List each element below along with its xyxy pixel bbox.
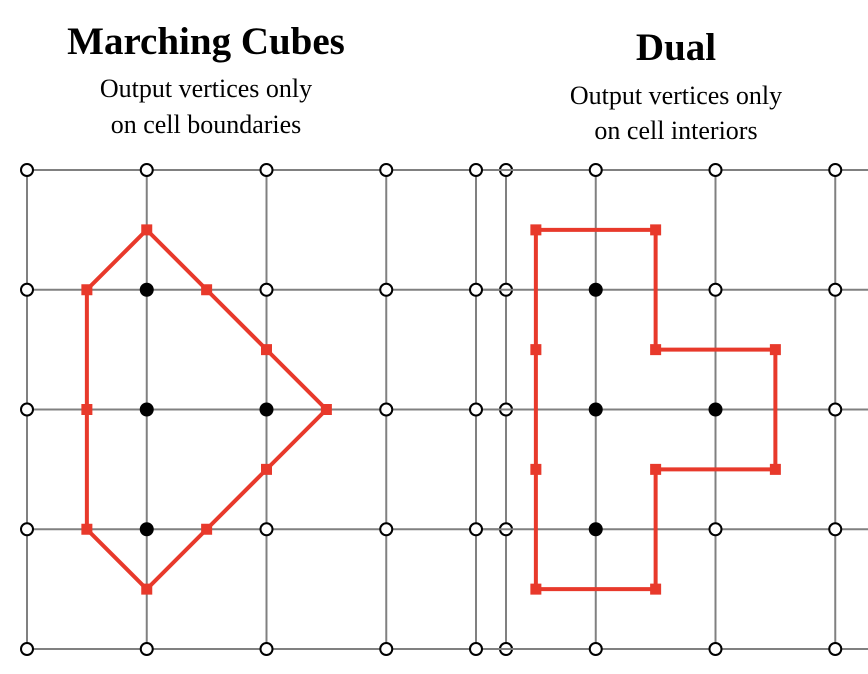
outside-point: [379, 163, 394, 177]
outside-point: [469, 642, 483, 656]
output-vertex: [81, 284, 93, 296]
inside-point: [588, 282, 603, 297]
outside-point: [828, 522, 843, 537]
marching-cubes-subtitle-line1: Output vertices only: [99, 74, 313, 103]
outside-point: [828, 402, 843, 417]
outside-point: [139, 642, 154, 656]
outside-point: [20, 402, 34, 417]
outside-point: [20, 522, 34, 537]
outside-point: [20, 163, 34, 177]
output-vertex: [530, 463, 542, 475]
outside-point: [708, 163, 723, 177]
outside-point: [379, 642, 394, 656]
outside-point: [588, 163, 603, 177]
output-vertex: [530, 583, 542, 595]
inside-point: [588, 522, 603, 537]
outside-point: [379, 282, 394, 297]
outside-point: [259, 642, 274, 656]
inside-point: [259, 402, 274, 417]
output-vertex: [530, 344, 542, 356]
outside-point: [469, 282, 483, 297]
outside-point: [259, 282, 274, 297]
grid-points: [469, 163, 843, 656]
inside-point: [139, 522, 154, 537]
inside-point: [139, 402, 154, 417]
output-vertex: [320, 404, 332, 415]
output-vertex: [81, 404, 93, 415]
output-vertex: [650, 463, 662, 475]
output-vertex: [650, 583, 662, 595]
outside-point: [828, 642, 843, 656]
output-vertex: [141, 224, 153, 236]
outside-point: [588, 642, 603, 656]
output-vertices: [530, 224, 781, 595]
output-vertex: [530, 224, 542, 236]
inside-point: [708, 402, 723, 417]
dual-diagram: [469, 163, 868, 656]
outside-point: [708, 282, 723, 297]
output-vertex: [261, 463, 272, 475]
output-vertex: [261, 344, 272, 356]
outside-point: [259, 163, 274, 177]
outside-point: [708, 522, 723, 537]
output-vertex: [650, 224, 662, 236]
dual-subtitle-line1: Output vertices only: [569, 81, 783, 110]
marching-cubes-subtitle-line2: on cell boundaries: [110, 110, 302, 139]
marching-cubes-title: Marching Cubes: [67, 20, 345, 63]
outside-point: [139, 163, 154, 177]
inside-point: [139, 282, 154, 297]
outside-point: [20, 642, 34, 656]
dual-title: Dual: [635, 26, 717, 69]
outside-point: [828, 282, 843, 297]
output-vertex: [81, 523, 93, 535]
outside-point: [20, 282, 34, 297]
inside-point: [588, 402, 603, 417]
output-vertex: [769, 344, 781, 356]
output-vertex: [141, 583, 153, 595]
output-vertices: [81, 224, 332, 595]
outside-point: [469, 522, 483, 537]
outside-point: [469, 163, 483, 177]
marching-cubes-diagram: [20, 163, 513, 656]
dual-subtitle-line2: on cell interiors: [594, 116, 758, 145]
outside-point: [828, 163, 843, 177]
outside-point: [379, 402, 394, 417]
outside-point: [469, 402, 483, 417]
outside-point: [379, 522, 394, 537]
outside-point: [708, 642, 723, 656]
output-vertex: [201, 523, 213, 535]
output-vertex: [201, 284, 213, 296]
output-vertex: [650, 344, 662, 356]
outside-point: [259, 522, 274, 537]
output-vertex: [769, 463, 781, 475]
